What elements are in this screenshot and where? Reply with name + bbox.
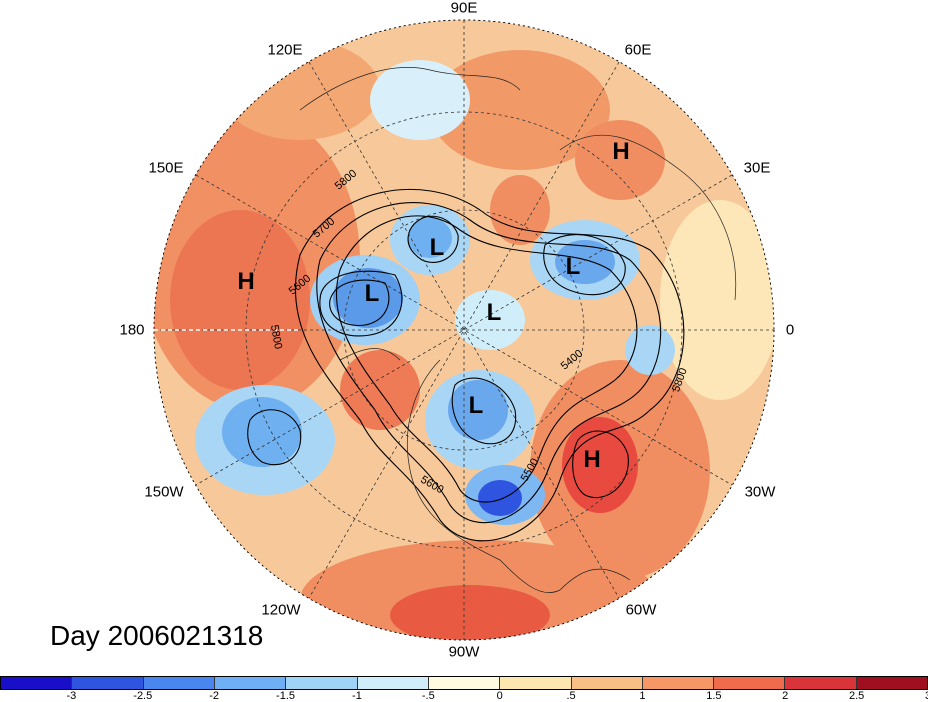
map-title: Day 2006021318 [50,620,264,651]
map-border [153,19,775,641]
low-marker: L [468,392,484,419]
colorbar-segment [785,677,857,689]
height-contours [247,188,685,542]
high-marker: H [237,268,255,295]
coastlines [299,67,737,593]
colorbar-tick-label: -2 [209,690,220,702]
lon-label-120w: 120W [261,601,301,619]
colorbar-segment [143,677,215,689]
lon-label-120e: 120E [267,41,303,59]
colorbar-tick-label: -.5 [421,690,435,702]
colorbar-segment [286,677,358,689]
colorbar-tick-label: -2.5 [133,690,153,702]
high-marker: H [612,138,630,165]
colorbar-segment [500,677,572,689]
colorbar-segment [714,677,786,689]
low-marker: L [565,253,581,280]
colorbar-tick-label: 2 [782,690,789,702]
colorbar-segment [357,677,429,689]
low-marker: L [429,234,445,261]
colorbar-segment [856,677,928,689]
colorbar-tick-label: .5 [566,690,576,702]
colorbar-tick-label: 0 [496,690,503,702]
lon-label-60e: 60E [624,41,652,59]
colorbar [0,676,928,690]
lon-label-90e: 90E [450,0,478,17]
lon-label-90w: 90W [448,643,480,661]
colorbar-segment [72,677,144,689]
colorbar-tick-label: 1 [639,690,646,702]
lon-label-150w: 150W [144,483,184,501]
colorbar-tick-label: -3 [66,690,77,702]
colorbar-tick-label: 1.5 [706,690,722,702]
colorbar-tick-label: 3 [925,690,928,702]
colorbar-tick-label: 2.5 [848,690,865,702]
low-marker: L [486,299,502,326]
high-marker: H [583,446,601,473]
lon-label-30w: 30W [744,483,776,501]
lon-label-0: 0 [785,321,795,339]
colorbar-segment [1,677,73,689]
colorbar-segment [214,677,287,689]
colorbar-tick-label: -1 [352,690,362,702]
colorbar-segment [428,677,501,689]
lon-label-60w: 60W [625,601,657,619]
anomaly-field [154,20,774,640]
lon-label-180: 180 [119,321,145,339]
colorbar-segment [571,677,643,689]
lon-label-150e: 150E [148,159,184,177]
low-marker: L [364,280,380,307]
lon-label-30e: 30E [743,159,771,177]
colorbar-segment [642,677,715,689]
colorbar-tick-label: -1.5 [276,690,296,702]
